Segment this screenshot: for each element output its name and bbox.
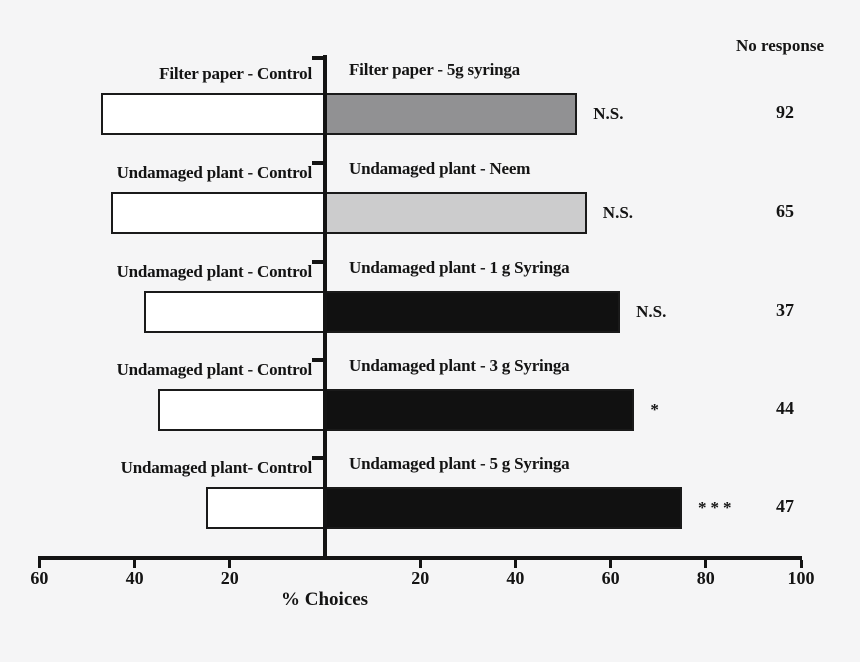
significance-label: N.S. bbox=[593, 104, 624, 123]
x-tick-label: 80 bbox=[696, 568, 715, 588]
x-tick bbox=[133, 560, 137, 568]
group-tick bbox=[312, 56, 323, 60]
treatment-bar bbox=[325, 291, 621, 333]
control-bar bbox=[144, 291, 325, 333]
x-tick bbox=[704, 560, 708, 568]
y-axis bbox=[323, 55, 327, 560]
x-axis bbox=[37, 556, 803, 560]
treatment-bar-label: Filter paper - 5g syringa bbox=[349, 60, 520, 79]
control-bar-label: Undamaged plant - Control bbox=[116, 262, 313, 281]
treatment-bar-label: Undamaged plant - 5 g Syringa bbox=[349, 454, 570, 473]
no-response-value: 92 bbox=[776, 102, 794, 122]
group-tick bbox=[312, 161, 323, 165]
no-response-value: 37 bbox=[776, 300, 794, 320]
x-tick bbox=[228, 560, 232, 568]
x-tick-label: 40 bbox=[125, 568, 144, 588]
significance-label: * bbox=[650, 400, 659, 419]
x-tick bbox=[418, 560, 422, 568]
significance-label: *** bbox=[698, 498, 736, 517]
x-tick bbox=[609, 560, 613, 568]
x-axis-title: % Choices bbox=[281, 589, 369, 610]
control-bar bbox=[101, 93, 325, 135]
no-response-value: 65 bbox=[776, 201, 794, 221]
treatment-bar-label: Undamaged plant - Neem bbox=[349, 159, 531, 178]
x-tick-label: 60 bbox=[30, 568, 49, 588]
group-tick bbox=[312, 456, 323, 460]
x-tick bbox=[799, 560, 803, 568]
x-tick-label: 20 bbox=[411, 568, 430, 588]
significance-label: N.S. bbox=[602, 203, 634, 222]
group-tick bbox=[312, 358, 323, 362]
no-response-value: 44 bbox=[776, 398, 794, 418]
x-tick bbox=[37, 560, 41, 568]
treatment-bar-label: Undamaged plant - 3 g Syringa bbox=[349, 356, 570, 375]
control-bar-label: Undamaged plant - Control bbox=[116, 163, 313, 182]
treatment-bar bbox=[325, 192, 587, 234]
x-tick-label: 100 bbox=[787, 568, 815, 588]
significance-label: N.S. bbox=[636, 302, 667, 321]
x-tick-label: 60 bbox=[601, 568, 620, 588]
treatment-bar bbox=[325, 487, 682, 529]
treatment-bar bbox=[325, 389, 635, 431]
group-tick bbox=[312, 260, 323, 264]
control-bar-label: Undamaged plant- Control bbox=[120, 458, 313, 477]
control-bar bbox=[158, 389, 325, 431]
treatment-bar-label: Undamaged plant - 1 g Syringa bbox=[349, 258, 570, 277]
treatment-bar bbox=[325, 93, 578, 135]
control-bar-label: Filter paper - Control bbox=[159, 64, 312, 83]
no-response-header: No response bbox=[736, 36, 824, 55]
no-response-value: 47 bbox=[776, 496, 794, 516]
control-bar bbox=[206, 487, 325, 529]
x-tick bbox=[513, 560, 517, 568]
x-tick-label: 20 bbox=[220, 568, 239, 588]
control-bar bbox=[110, 192, 325, 234]
control-bar-label: Undamaged plant - Control bbox=[116, 360, 313, 379]
x-tick-label: 40 bbox=[506, 568, 525, 588]
